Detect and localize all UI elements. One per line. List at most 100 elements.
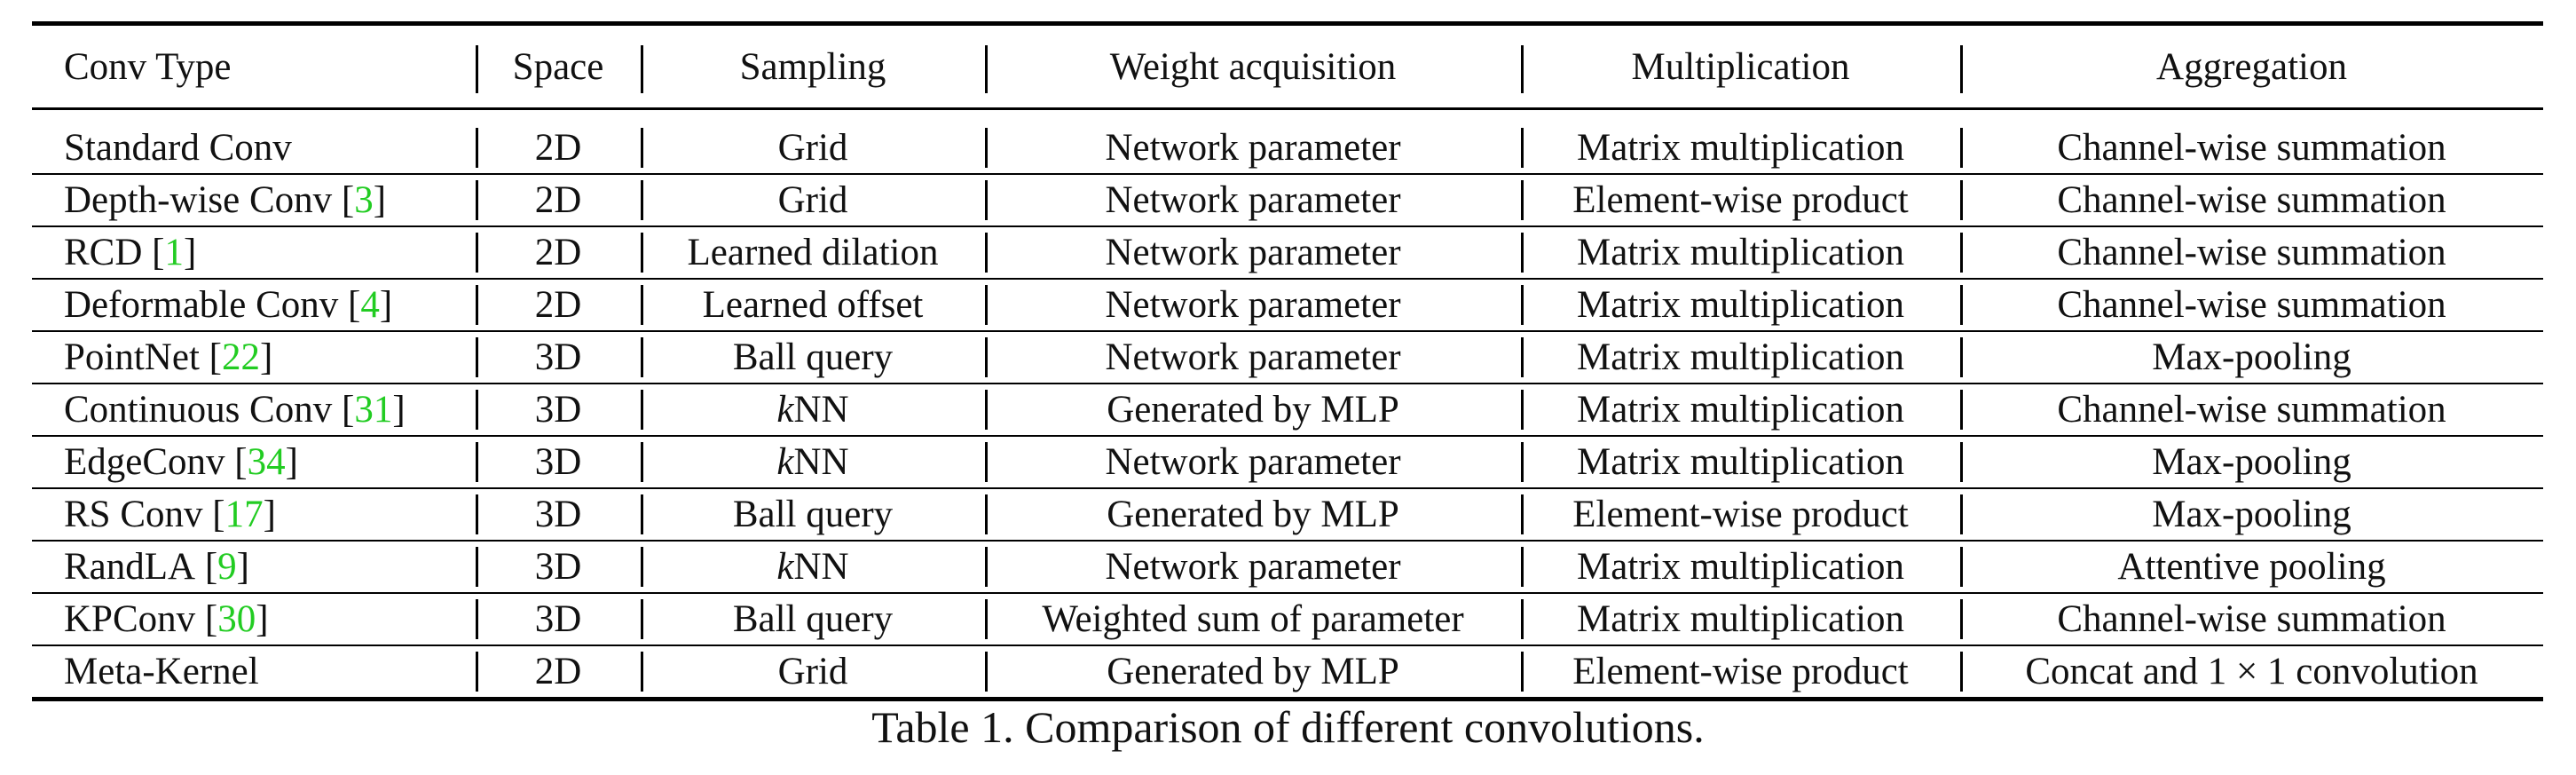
- table-row: Meta-Kernel 2D Grid Generated by MLP Element…: [32, 646, 2543, 697]
- space-cell: 2D: [476, 123, 641, 173]
- aggregation-cell: Max-pooling: [1960, 489, 2543, 540]
- table-row: Standard Conv 2D Grid Network parameter Matr…: [32, 123, 2543, 173]
- multiplication-cell: Element-wise product: [1521, 646, 1960, 697]
- sampling-cell: k NN: [641, 384, 985, 435]
- header-space: Space: [476, 26, 641, 107]
- multiplication-cell: Matrix multiplication: [1521, 227, 1960, 278]
- citation-link[interactable]: 4: [360, 284, 380, 326]
- weight-acquisition-cell: Generated by MLP: [985, 646, 1521, 697]
- conv-type-cell: RCD [1]: [64, 232, 197, 273]
- comparison-table: Conv Type Space Sampling Weight acquisit…: [32, 21, 2543, 701]
- sampling-cell: k NN: [641, 437, 985, 487]
- multiplication-cell: Matrix multiplication: [1521, 123, 1960, 173]
- conv-type-cell: KPConv [30]: [64, 598, 269, 640]
- conv-type-cell: Depth-wise Conv [3]: [64, 179, 387, 221]
- aggregation-cell: Max-pooling: [1960, 437, 2543, 487]
- sampling-cell: Learned offset: [641, 280, 985, 330]
- aggregation-cell: Max-pooling: [1960, 332, 2543, 383]
- citation-link[interactable]: 17: [225, 494, 264, 535]
- aggregation-cell: Channel-wise summation: [1960, 175, 2543, 225]
- header-weight-acquisition: Weight acquisition: [985, 26, 1521, 107]
- citation-link[interactable]: 34: [247, 441, 286, 483]
- conv-type-cell: RandLA [9]: [64, 546, 249, 588]
- conv-type-name: Continuous Conv: [64, 389, 333, 431]
- sampling-cell: Grid: [641, 175, 985, 225]
- sampling-cell: Grid: [641, 646, 985, 697]
- space-cell: 3D: [476, 384, 641, 435]
- conv-type-name: EdgeConv: [64, 441, 225, 483]
- multiplication-cell: Element-wise product: [1521, 175, 1960, 225]
- space-cell: 2D: [476, 175, 641, 225]
- row-rule: [32, 330, 2543, 332]
- multiplication-cell: Matrix multiplication: [1521, 594, 1960, 645]
- weight-acquisition-cell: Network parameter: [985, 542, 1521, 592]
- weight-acquisition-cell: Network parameter: [985, 437, 1521, 487]
- table-row: KPConv [30] 3D Ball query Weighted sum of p…: [32, 594, 2543, 645]
- row-rule: [32, 540, 2543, 542]
- weight-acquisition-cell: Network parameter: [985, 280, 1521, 330]
- conv-type-name: PointNet: [64, 336, 200, 378]
- space-cell: 3D: [476, 594, 641, 645]
- conv-type-cell: Deformable Conv [4]: [64, 284, 393, 326]
- aggregation-cell: Attentive pooling: [1960, 542, 2543, 592]
- header-row: Conv Type Space Sampling Weight acquisit…: [32, 26, 2543, 107]
- weight-acquisition-cell: Network parameter: [985, 227, 1521, 278]
- aggregation-cell: Channel-wise summation: [1960, 123, 2543, 173]
- header-sampling: Sampling: [641, 26, 985, 107]
- weight-acquisition-cell: Generated by MLP: [985, 489, 1521, 540]
- conv-type-cell: Continuous Conv [31]: [64, 389, 406, 431]
- conv-type-name: KPConv: [64, 598, 196, 640]
- space-cell: 2D: [476, 280, 641, 330]
- table-row: PointNet [22] 3D Ball query Network paramet…: [32, 332, 2543, 383]
- table-row: Depth-wise Conv [3] 2D Grid Network paramet…: [32, 175, 2543, 225]
- header-rule: [32, 107, 2543, 110]
- multiplication-cell: Matrix multiplication: [1521, 437, 1960, 487]
- citation-link[interactable]: 3: [354, 179, 374, 221]
- citation-link[interactable]: 9: [217, 546, 237, 588]
- sampling-cell: Ball query: [641, 332, 985, 383]
- conv-type-cell: PointNet [22]: [64, 336, 273, 378]
- conv-type-name: RCD: [64, 232, 143, 273]
- sampling-cell: Ball query: [641, 489, 985, 540]
- table-caption: Table 1. Comparison of different convolu…: [871, 702, 1705, 752]
- citation-link[interactable]: 30: [217, 598, 256, 640]
- conv-type-cell: Standard Conv: [32, 123, 476, 173]
- weight-acquisition-cell: Network parameter: [985, 123, 1521, 173]
- citation-link[interactable]: 1: [164, 232, 185, 273]
- space-cell: 2D: [476, 227, 641, 278]
- header-multiplication: Multiplication: [1521, 26, 1960, 107]
- conv-type-cell: Meta-Kernel: [32, 646, 476, 697]
- row-rule: [32, 173, 2543, 175]
- table-row: RCD [1] 2D Learned dilation Network paramet…: [32, 227, 2543, 278]
- row-rule: [32, 225, 2543, 227]
- conv-type-name: RS Conv: [64, 494, 203, 535]
- row-rule: [32, 383, 2543, 384]
- header-aggregation: Aggregation: [1960, 26, 2543, 107]
- citation-link[interactable]: 22: [221, 336, 260, 378]
- multiplication-cell: Matrix multiplication: [1521, 542, 1960, 592]
- conv-type-name: Meta-Kernel: [64, 651, 259, 692]
- conv-type-name: Standard Conv: [64, 127, 292, 169]
- aggregation-cell: Channel-wise summation: [1960, 594, 2543, 645]
- aggregation-cell: Channel-wise summation: [1960, 384, 2543, 435]
- conv-type-cell: RS Conv [17]: [64, 494, 276, 535]
- aggregation-cell: Channel-wise summation: [1960, 227, 2543, 278]
- weight-acquisition-cell: Generated by MLP: [985, 384, 1521, 435]
- weight-acquisition-cell: Weighted sum of parameter: [985, 594, 1521, 645]
- space-cell: 2D: [476, 646, 641, 697]
- table-row: Continuous Conv [31] 3D k NN Generated by ML…: [32, 384, 2543, 435]
- multiplication-cell: Matrix multiplication: [1521, 384, 1960, 435]
- table-row: Deformable Conv [4] 2D Learned offset Netwo…: [32, 280, 2543, 330]
- conv-type-cell: EdgeConv [34]: [64, 441, 298, 483]
- table-row: RandLA [9] 3D k NN Network parameter Matrix m…: [32, 542, 2543, 592]
- conv-type-name: RandLA: [64, 546, 196, 588]
- row-rule: [32, 592, 2543, 594]
- citation-link[interactable]: 31: [354, 389, 393, 431]
- aggregation-cell: Concat and 1 × 1 convolution: [1960, 646, 2543, 697]
- table-row: EdgeConv [34] 3D k NN Network parameter Matri…: [32, 437, 2543, 487]
- conv-type-name: Deformable Conv: [64, 284, 339, 326]
- conv-type-name: Depth-wise Conv: [64, 179, 333, 221]
- multiplication-cell: Matrix multiplication: [1521, 332, 1960, 383]
- space-cell: 3D: [476, 489, 641, 540]
- top-rule: [32, 21, 2543, 26]
